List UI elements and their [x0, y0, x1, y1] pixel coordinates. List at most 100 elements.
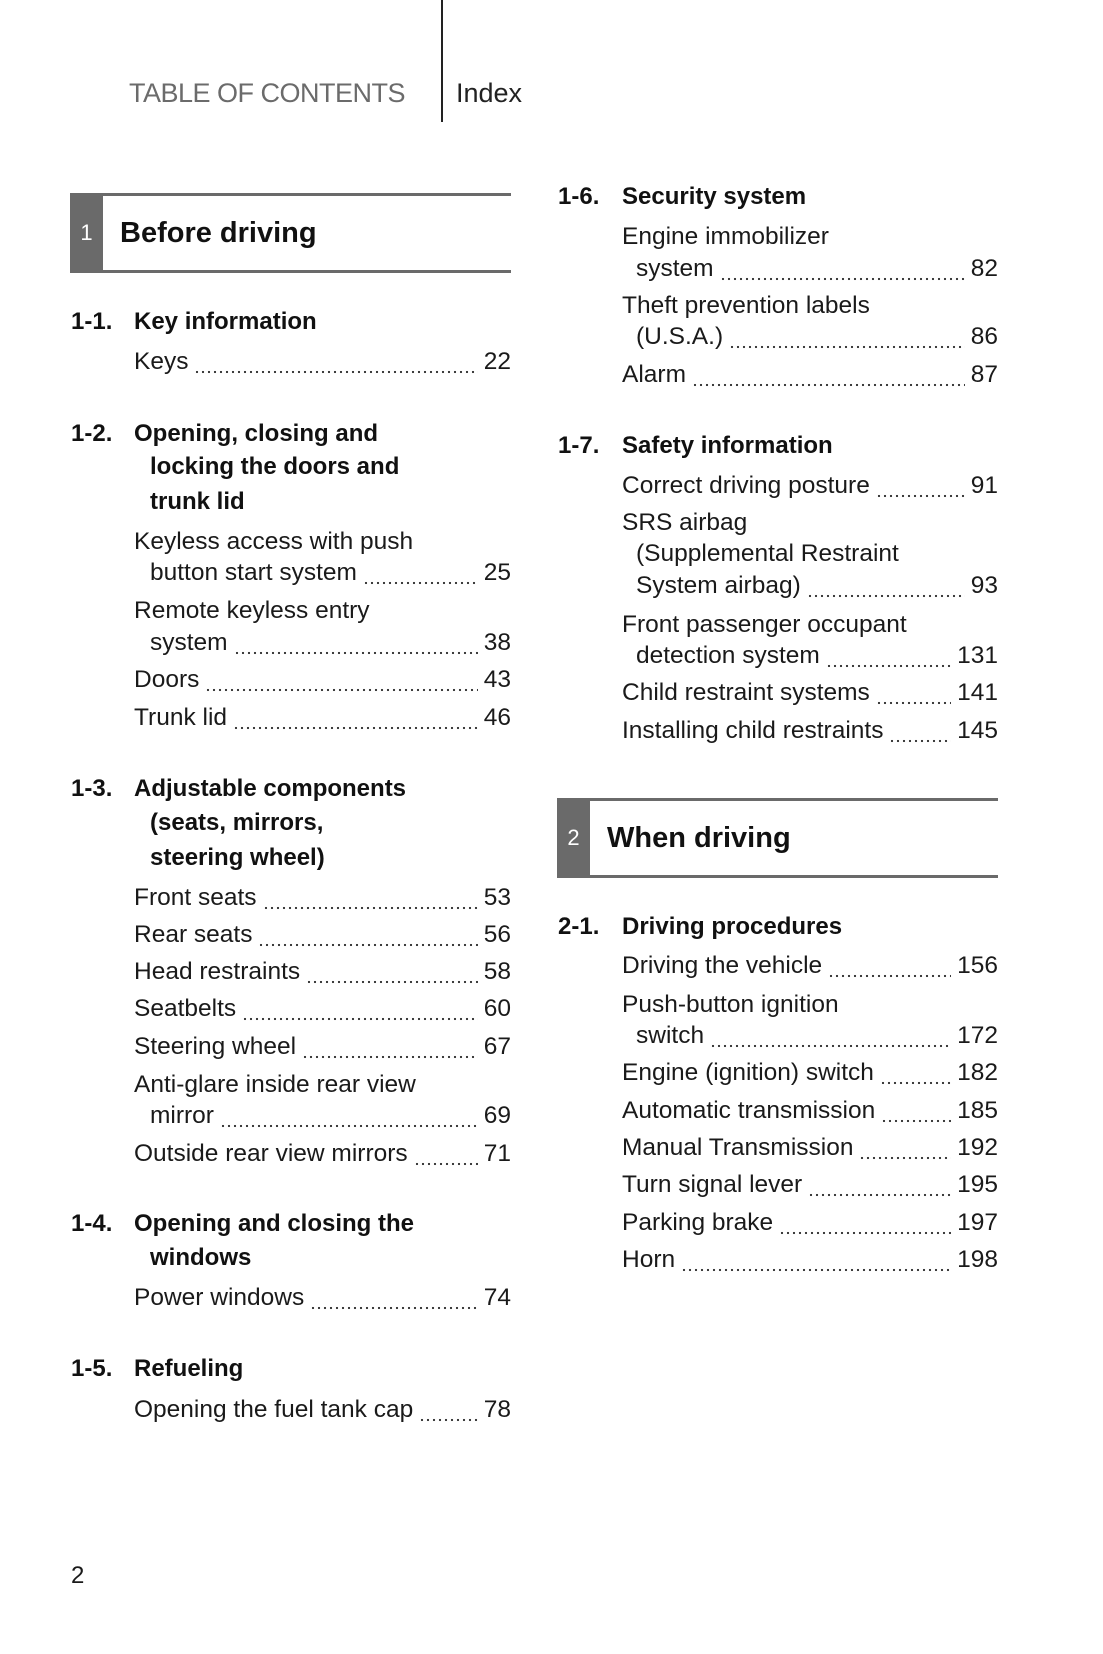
- entry-page: 91: [970, 472, 998, 499]
- dot-leader: [691, 357, 965, 393]
- section-heading[interactable]: Opening and closing the: [134, 1210, 415, 1237]
- section-heading[interactable]: Key information: [134, 308, 317, 335]
- entry-page: 82: [970, 255, 998, 282]
- toc-entry[interactable]: Power windows 74: [134, 1280, 511, 1316]
- entry-text: Installing child restraints: [622, 717, 884, 744]
- toc-entry[interactable]: Push-button ignition: [622, 987, 839, 1023]
- toc-entry[interactable]: Turn signal lever 195: [622, 1167, 998, 1203]
- toc-entry[interactable]: Manual Transmission 192: [622, 1130, 998, 1166]
- toc-entry[interactable]: System airbag) 93: [636, 568, 998, 604]
- toc-entry[interactable]: system 82: [636, 251, 998, 287]
- entry-text: Doors: [134, 666, 200, 693]
- toc-entry[interactable]: Driving the vehicle 156: [622, 948, 998, 984]
- entry-page: 38: [483, 629, 511, 656]
- page-number: 2: [71, 1562, 85, 1589]
- dot-leader: [875, 675, 952, 711]
- section-heading[interactable]: Driving procedures: [622, 913, 843, 940]
- dot-leader: [362, 555, 478, 591]
- toc-entry[interactable]: Rear seats 56: [134, 917, 511, 953]
- toc-entry[interactable]: Alarm 87: [622, 357, 998, 393]
- dot-leader: [419, 1392, 478, 1428]
- entry-text: Keys: [134, 348, 189, 375]
- toc-entry[interactable]: system 38: [150, 625, 511, 661]
- entry-text: Rear seats: [134, 921, 253, 948]
- entry-text: Parking brake: [622, 1209, 774, 1236]
- toc-entry[interactable]: Parking brake 197: [622, 1205, 998, 1241]
- entry-text: Steering wheel: [134, 1033, 297, 1060]
- dot-leader: [779, 1205, 952, 1241]
- toc-entry[interactable]: Automatic transmission 185: [622, 1093, 998, 1129]
- toc-entry[interactable]: Seatbelts 60: [134, 991, 511, 1027]
- section-heading[interactable]: Security system: [622, 183, 807, 210]
- toc-entry[interactable]: mirror 69: [150, 1098, 511, 1134]
- toc-entry[interactable]: Front seats 53: [134, 880, 511, 916]
- toc-entry[interactable]: Keyless access with push: [134, 524, 413, 560]
- toc-entry[interactable]: Doors 43: [134, 662, 511, 698]
- section-heading[interactable]: (seats, mirrors,: [150, 809, 324, 836]
- index-tab[interactable]: Index: [456, 78, 523, 108]
- toc-entry[interactable]: Theft prevention labels: [622, 288, 870, 324]
- entry-text: System airbag): [636, 572, 801, 599]
- entry-text: SRS airbag: [622, 509, 748, 536]
- dot-leader: [875, 468, 965, 504]
- entry-text: Manual Transmission: [622, 1134, 854, 1161]
- toc-entry[interactable]: Front passenger occupant: [622, 607, 907, 643]
- toc-entry[interactable]: Head restraints 58: [134, 954, 511, 990]
- toc-entry[interactable]: Remote keyless entry: [134, 593, 370, 629]
- dot-leader: [242, 991, 478, 1027]
- section-heading[interactable]: windows: [150, 1244, 252, 1271]
- toc-entry[interactable]: button start system 25: [150, 555, 511, 591]
- dot-leader: [205, 662, 478, 698]
- entry-text: Engine (ignition) switch: [622, 1059, 874, 1086]
- entry-page: 67: [483, 1033, 511, 1060]
- section-heading[interactable]: locking the doors and: [150, 453, 400, 480]
- toc-entry[interactable]: Correct driving posture 91: [622, 468, 998, 504]
- toc-entry[interactable]: detection system 131: [636, 638, 998, 674]
- toc-entry[interactable]: Anti-glare inside rear view: [134, 1067, 416, 1103]
- toc-entry[interactable]: Trunk lid 46: [134, 700, 511, 736]
- dot-leader: [258, 917, 478, 953]
- toc-entry[interactable]: Steering wheel 67: [134, 1029, 511, 1065]
- section-heading[interactable]: Opening, closing and: [134, 420, 379, 447]
- section-number: 1-2.: [71, 420, 113, 447]
- chapter-1-banner[interactable]: 1 Before driving: [70, 193, 511, 273]
- entry-text: Horn: [622, 1246, 676, 1273]
- entry-text: Front passenger occupant: [622, 611, 907, 638]
- header-divider: [441, 0, 443, 122]
- toc-entry[interactable]: Horn 198: [622, 1242, 998, 1278]
- entry-text: Keyless access with push: [134, 528, 414, 555]
- section-heading[interactable]: steering wheel): [150, 844, 325, 871]
- entry-text: Turn signal lever: [622, 1171, 803, 1198]
- section-heading[interactable]: Refueling: [134, 1355, 244, 1382]
- dot-leader: [806, 568, 965, 604]
- toc-entry[interactable]: Keys 22: [134, 344, 511, 380]
- section-number: 1-1.: [71, 308, 113, 335]
- toc-entry[interactable]: Outside rear view mirrors 71: [134, 1136, 511, 1172]
- entry-page: 56: [483, 921, 511, 948]
- entry-page: 185: [957, 1097, 998, 1124]
- section-heading[interactable]: Safety information: [622, 432, 833, 459]
- section-heading[interactable]: trunk lid: [150, 488, 245, 515]
- dot-leader: [681, 1242, 952, 1278]
- toc-entry[interactable]: (U.S.A.) 86: [636, 319, 998, 355]
- entry-page: 87: [970, 361, 998, 388]
- entry-text: Power windows: [134, 1284, 305, 1311]
- table-of-contents-tab[interactable]: TABLE OF CONTENTS: [129, 78, 406, 108]
- toc-entry[interactable]: Engine immobilizer: [622, 219, 829, 255]
- toc-entry[interactable]: Child restraint systems 141: [622, 675, 998, 711]
- toc-entry[interactable]: Installing child restraints 145: [622, 713, 998, 749]
- dot-leader: [310, 1280, 478, 1316]
- toc-entry[interactable]: Engine (ignition) switch 182: [622, 1055, 998, 1091]
- toc-entry[interactable]: Opening the fuel tank cap 78: [134, 1392, 511, 1428]
- chapter-2-banner[interactable]: 2 When driving: [557, 798, 998, 878]
- entry-page: 43: [483, 666, 511, 693]
- dot-leader: [859, 1130, 952, 1166]
- entry-page: 182: [957, 1059, 998, 1086]
- entry-page: 58: [483, 958, 511, 985]
- toc-entry[interactable]: switch 172: [636, 1018, 998, 1054]
- section-heading[interactable]: Adjustable components: [134, 775, 407, 802]
- toc-entry[interactable]: SRS airbag: [622, 505, 747, 541]
- toc-entry[interactable]: (Supplemental Restraint: [636, 536, 899, 572]
- chapter-number: 1: [70, 193, 103, 273]
- entry-page: 86: [970, 323, 998, 350]
